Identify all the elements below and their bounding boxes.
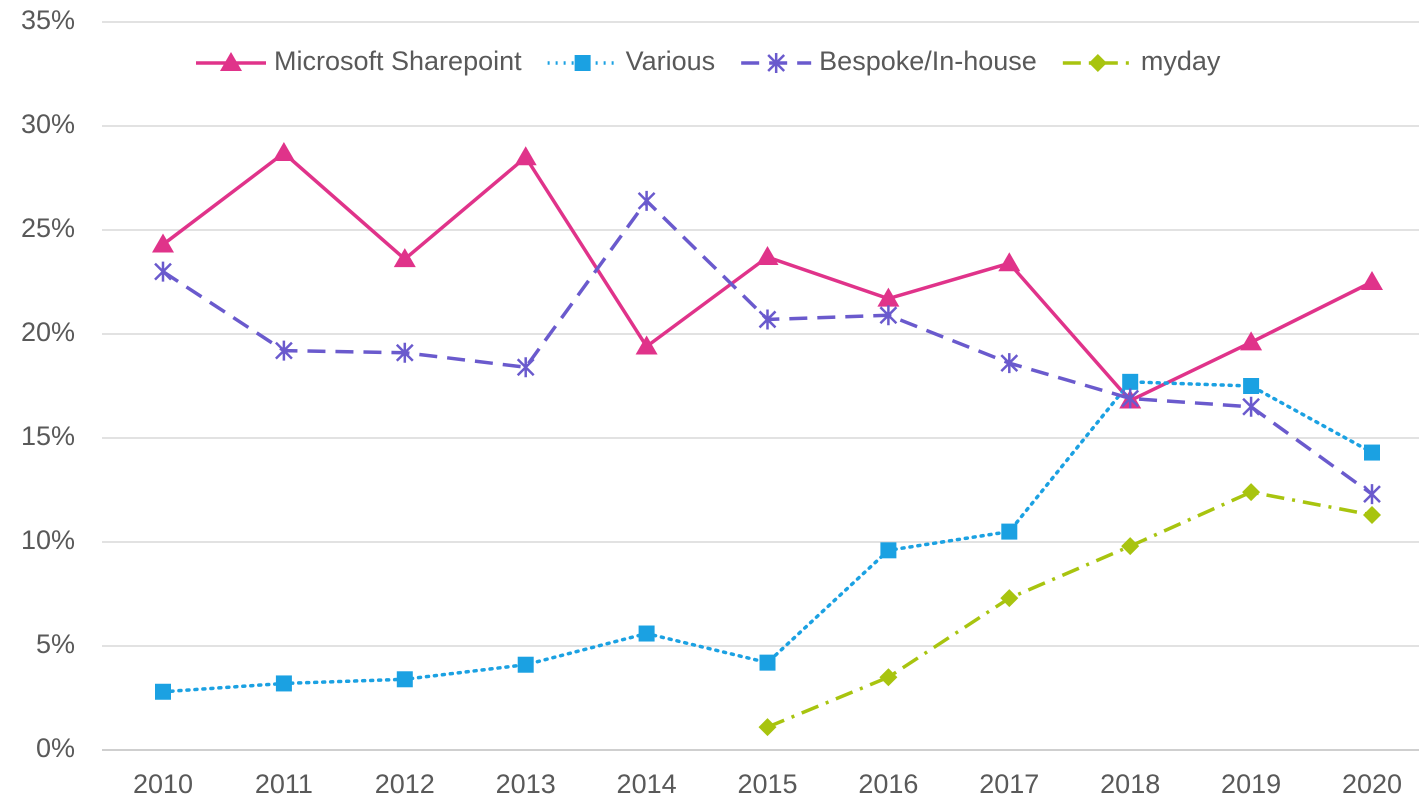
marker	[396, 671, 413, 688]
y-tick-label: 5%	[36, 629, 75, 659]
legend-marker	[220, 52, 242, 71]
marker	[1121, 537, 1140, 556]
y-tick-label: 20%	[21, 317, 75, 347]
marker	[1001, 523, 1018, 540]
marker	[637, 190, 656, 211]
series-line	[161, 380, 1374, 694]
legend-label: Various	[626, 46, 716, 76]
x-tick-label: 2013	[496, 769, 556, 799]
y-tick-label: 0%	[36, 733, 75, 763]
x-tick-label: 2016	[858, 769, 918, 799]
marker	[880, 542, 897, 559]
legend-marker	[574, 55, 591, 71]
marker	[1000, 353, 1019, 374]
legend-marker	[767, 53, 786, 73]
marker	[152, 233, 174, 253]
x-tick-label: 2019	[1221, 769, 1281, 799]
marker	[1240, 331, 1263, 351]
y-tick-label: 10%	[21, 525, 75, 555]
x-tick-label: 2010	[133, 769, 193, 799]
legend-label: Bespoke/In-house	[819, 46, 1037, 76]
marker	[1364, 444, 1380, 461]
legend-label: Microsoft Sharepoint	[274, 46, 522, 76]
marker	[395, 342, 414, 363]
y-tick-label: 30%	[21, 109, 75, 139]
marker	[517, 656, 534, 673]
marker	[879, 668, 898, 687]
legend-label: myday	[1141, 46, 1221, 76]
x-tick-label: 2018	[1100, 769, 1160, 799]
x-tick-label: 2011	[255, 769, 313, 799]
series-line	[162, 198, 1374, 496]
marker	[759, 654, 776, 671]
marker	[1122, 373, 1139, 390]
marker	[1000, 589, 1019, 608]
marker	[275, 340, 293, 361]
legend-marker	[1088, 54, 1107, 72]
marker	[1242, 396, 1260, 417]
y-tick-label: 15%	[21, 421, 75, 451]
marker	[1363, 505, 1381, 524]
marker	[1121, 388, 1140, 409]
y-tick-label: 25%	[21, 213, 75, 243]
marker	[1242, 483, 1261, 502]
marker	[998, 252, 1021, 272]
x-tick-label: 2014	[617, 769, 677, 799]
x-tick-label: 2015	[737, 769, 797, 799]
marker	[275, 675, 292, 692]
y-tick-label: 35%	[21, 5, 75, 35]
marker	[1361, 271, 1383, 290]
marker	[1363, 484, 1381, 505]
marker	[877, 287, 900, 307]
x-tick-label: 2017	[979, 769, 1039, 799]
marker	[758, 718, 777, 737]
x-tick-label: 2012	[375, 769, 435, 799]
x-tick-label: 2020	[1342, 769, 1402, 799]
marker	[635, 335, 658, 355]
marker	[758, 309, 777, 330]
marker	[514, 146, 537, 166]
marker	[272, 142, 295, 162]
marker	[393, 248, 416, 268]
marker	[1243, 378, 1260, 394]
marker	[516, 357, 535, 378]
marker	[756, 246, 779, 266]
marker	[154, 261, 172, 282]
marker	[879, 305, 898, 326]
marker	[155, 683, 171, 700]
series-line	[161, 150, 1373, 403]
series-line	[766, 490, 1373, 729]
marker	[638, 625, 655, 642]
